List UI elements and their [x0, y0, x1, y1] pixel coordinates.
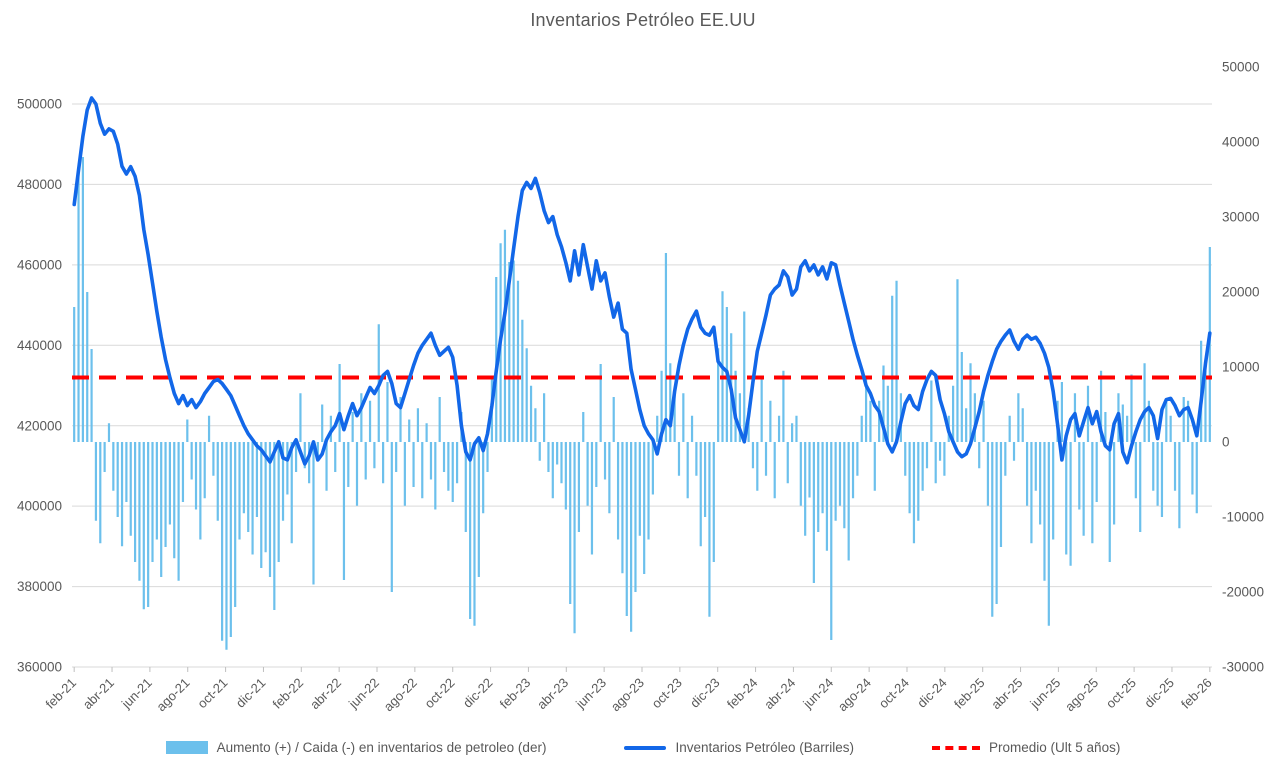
svg-text:dic-22: dic-22 — [460, 675, 496, 711]
svg-text:30000: 30000 — [1222, 210, 1260, 225]
svg-text:ago-23: ago-23 — [608, 675, 647, 714]
svg-text:500000: 500000 — [17, 97, 62, 112]
svg-text:jun-25: jun-25 — [1026, 675, 1063, 712]
svg-text:ago-24: ago-24 — [835, 675, 874, 714]
svg-text:460000: 460000 — [17, 257, 62, 272]
svg-text:360000: 360000 — [17, 660, 62, 675]
legend-item-bars: Aumento (+) / Caida (-) en inventarios d… — [165, 740, 547, 755]
svg-text:jun-21: jun-21 — [118, 675, 155, 712]
svg-text:feb-23: feb-23 — [497, 675, 534, 712]
svg-text:0: 0 — [1222, 435, 1230, 450]
svg-text:oct-25: oct-25 — [1103, 675, 1139, 711]
svg-text:abr-25: abr-25 — [988, 675, 1025, 712]
legend-item-line: Inventarios Petróleo (Barriles) — [624, 740, 854, 755]
svg-text:420000: 420000 — [17, 418, 62, 433]
svg-text:-30000: -30000 — [1222, 660, 1264, 675]
svg-text:abr-21: abr-21 — [80, 675, 117, 712]
line-series-swatch-icon — [624, 745, 667, 750]
svg-text:380000: 380000 — [17, 579, 62, 594]
svg-text:feb-22: feb-22 — [270, 675, 307, 712]
svg-text:abr-24: abr-24 — [761, 675, 798, 712]
svg-text:ago-22: ago-22 — [381, 675, 420, 714]
svg-text:feb-25: feb-25 — [951, 675, 988, 712]
inventory-combo-chart: 5000004800004600004400004200004000003800… — [17, 60, 1264, 715]
svg-text:dic-21: dic-21 — [233, 675, 269, 711]
svg-text:abr-23: abr-23 — [534, 675, 571, 712]
svg-text:480000: 480000 — [17, 177, 62, 192]
svg-text:feb-26: feb-26 — [1178, 675, 1215, 712]
svg-text:440000: 440000 — [17, 338, 62, 353]
svg-text:ago-21: ago-21 — [153, 675, 192, 714]
svg-text:50000: 50000 — [1222, 60, 1260, 75]
legend-label-bars: Aumento (+) / Caida (-) en inventarios d… — [216, 740, 547, 755]
svg-text:20000: 20000 — [1222, 285, 1260, 300]
chart-legend: Aumento (+) / Caida (-) en inventarios d… — [0, 740, 1286, 755]
chart-title: Inventarios Petróleo EE.UU — [530, 10, 756, 30]
svg-text:abr-22: abr-22 — [307, 675, 344, 712]
bar-series-swatch-icon — [165, 741, 208, 754]
svg-text:ago-25: ago-25 — [1062, 675, 1101, 714]
svg-text:dic-24: dic-24 — [914, 675, 950, 711]
dashed-average-swatch-icon — [932, 745, 981, 750]
svg-text:oct-21: oct-21 — [194, 675, 230, 711]
svg-text:400000: 400000 — [17, 499, 62, 514]
svg-text:feb-21: feb-21 — [42, 675, 79, 712]
legend-item-average: Promedio (Ult 5 años) — [932, 740, 1120, 755]
svg-text:feb-24: feb-24 — [724, 675, 761, 712]
svg-text:40000: 40000 — [1222, 135, 1260, 150]
legend-label-average: Promedio (Ult 5 años) — [989, 740, 1121, 755]
svg-text:jun-23: jun-23 — [572, 675, 609, 712]
svg-text:oct-23: oct-23 — [649, 675, 685, 711]
svg-text:oct-24: oct-24 — [876, 675, 912, 711]
svg-text:jun-24: jun-24 — [799, 675, 836, 712]
svg-text:-10000: -10000 — [1222, 510, 1264, 525]
svg-text:dic-23: dic-23 — [687, 675, 723, 711]
svg-text:jun-22: jun-22 — [345, 675, 382, 712]
svg-text:oct-22: oct-22 — [421, 675, 457, 711]
legend-label-line: Inventarios Petróleo (Barriles) — [675, 740, 855, 755]
svg-text:dic-25: dic-25 — [1141, 675, 1177, 711]
svg-text:10000: 10000 — [1222, 360, 1260, 375]
svg-text:-20000: -20000 — [1222, 585, 1264, 600]
